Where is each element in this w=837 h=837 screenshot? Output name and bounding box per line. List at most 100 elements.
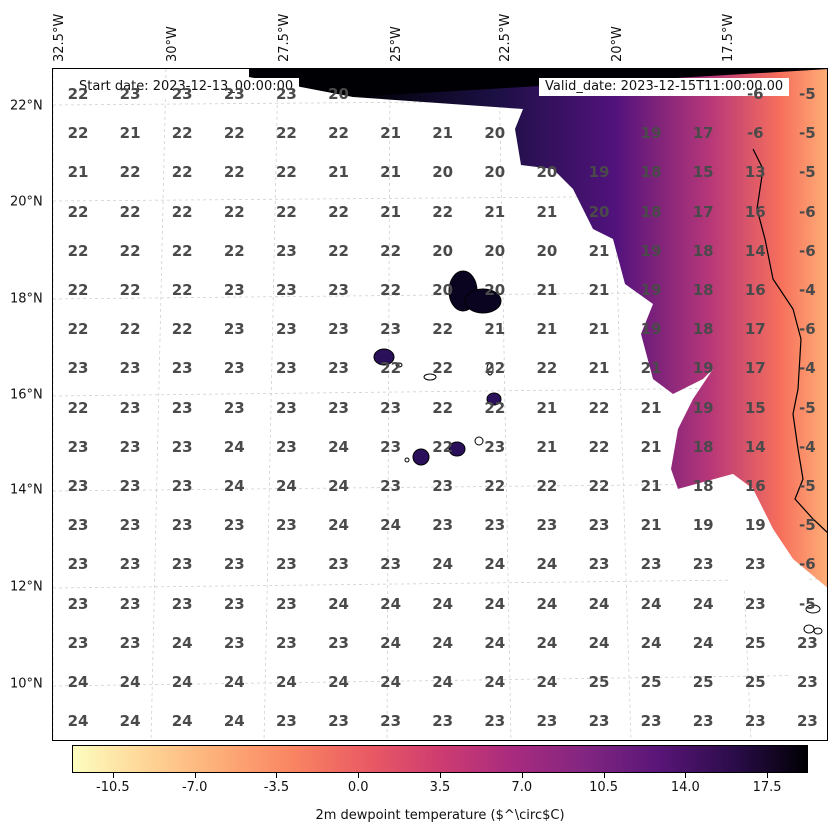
grid-value: 20 [536, 241, 558, 260]
grid-value: 23 [275, 437, 297, 456]
grid-value: 23 [171, 594, 193, 613]
colorbar-tick-mark [276, 773, 278, 778]
grid-value: 25 [744, 633, 766, 652]
grid-value: 23 [328, 633, 349, 652]
grid-value: 24 [588, 594, 610, 613]
grid-value: 24 [275, 477, 297, 495]
grid-value: 18 [692, 320, 714, 339]
grid-value: 21 [640, 477, 662, 495]
grid-value: 24 [484, 673, 506, 691]
grid-value: 21 [380, 163, 402, 182]
grid-value: 17 [744, 320, 766, 339]
grid-value: 23 [380, 398, 402, 417]
grid-value: 23 [67, 594, 89, 613]
africa-south [673, 474, 827, 740]
grid-value: 22 [67, 241, 89, 260]
grid-value: 25 [588, 673, 610, 691]
cape-verde-islands [373, 270, 502, 466]
grid-value: 23 [119, 516, 141, 535]
grid-value: 19 [640, 241, 662, 260]
grid-value: 21 [536, 320, 558, 339]
grid-value: 23 [67, 633, 89, 652]
grid-value: 22 [275, 163, 297, 182]
grid-value: 21 [67, 163, 89, 182]
grid-value: 24 [484, 633, 506, 652]
grid-value: 24 [432, 673, 454, 691]
grid-value: 19 [692, 516, 714, 535]
grid-value: 16 [744, 281, 766, 299]
grid-value: 23 [536, 712, 558, 731]
grid-value: 23 [484, 712, 506, 731]
grid-value: 20 [432, 163, 454, 182]
grid-value: -6 [799, 320, 816, 339]
grid-value: -5 [799, 477, 816, 495]
grid-value: 24 [640, 633, 662, 652]
grid-value: 23 [275, 281, 297, 299]
grid-value: 22 [67, 398, 89, 417]
grid-value: 22 [119, 202, 141, 221]
grid-value: 23 [328, 281, 349, 299]
grid-value: 24 [223, 477, 245, 495]
grid-value: 23 [223, 398, 245, 417]
dewpoint-map [53, 69, 827, 740]
grid-value: 23 [67, 516, 89, 535]
grid-value: 23 [328, 359, 349, 378]
grid-value: 22 [171, 202, 193, 221]
grid-value: 23 [275, 398, 297, 417]
grid-value: 23 [275, 633, 297, 652]
grid-value: 24 [380, 673, 402, 691]
grid-value: 24 [328, 437, 349, 456]
island-santiago [412, 448, 430, 466]
grid-value: 19 [744, 516, 766, 535]
grid-value: 24 [432, 594, 454, 613]
grid-value: 23 [67, 359, 89, 378]
grid-value: -4 [799, 359, 816, 378]
grid-value: 22 [171, 320, 193, 339]
island-boa-vista-islet [486, 362, 494, 376]
grid-value: 24 [328, 477, 349, 495]
grid-value: 22 [223, 124, 245, 143]
grid-value: -4 [799, 437, 816, 456]
grid-value: 20 [484, 241, 506, 260]
grid-value: 20 [328, 85, 349, 103]
lon-label: 30°W [165, 26, 180, 62]
grid-value: 24 [484, 555, 506, 574]
grid-value: 23 [432, 516, 454, 535]
grid-value: 22 [328, 124, 349, 143]
africa-land [353, 69, 827, 588]
grid-value: 24 [640, 594, 662, 613]
grid-value: 23 [692, 555, 714, 574]
grid-value: 21 [484, 320, 506, 339]
grid-value: 23 [275, 516, 297, 535]
grid-value: 23 [432, 477, 454, 495]
grid-value: 24 [67, 712, 89, 731]
grid-value: 22 [119, 320, 141, 339]
grid-value: 24 [119, 673, 141, 691]
grid-value: 22 [67, 320, 89, 339]
lat-label: 14°N [10, 482, 43, 498]
grid-value: 22 [536, 477, 558, 495]
grid-value: 25 [744, 673, 766, 691]
grid-value: 23 [171, 437, 193, 456]
grid-value: 23 [223, 594, 245, 613]
grid-value: 23 [119, 85, 141, 103]
grid-value: -5 [799, 398, 816, 417]
grid-value: 23 [328, 398, 349, 417]
map-panel: Start date: 2023-12-13_00:00:00 Valid_da… [52, 68, 828, 741]
grid-value: 22 [119, 163, 141, 182]
grid-value: 20 [588, 202, 610, 221]
colorbar-tick-label: 3.5 [429, 780, 451, 795]
grid-value: 18 [692, 437, 714, 456]
grid-value: 24 [223, 712, 245, 731]
grid-value: 23 [67, 437, 89, 456]
grid-value: 23 [588, 712, 610, 731]
grid-value: 24 [67, 673, 89, 691]
grid-value: 23 [796, 673, 818, 691]
grid-value: 23 [380, 555, 402, 574]
grid-value: 22 [484, 477, 506, 495]
grid-value: 22 [484, 398, 506, 417]
grid-value: 22 [275, 202, 297, 221]
grid-value: 24 [432, 633, 454, 652]
grid-value: 24 [692, 633, 714, 652]
grid-value: 21 [536, 437, 558, 456]
